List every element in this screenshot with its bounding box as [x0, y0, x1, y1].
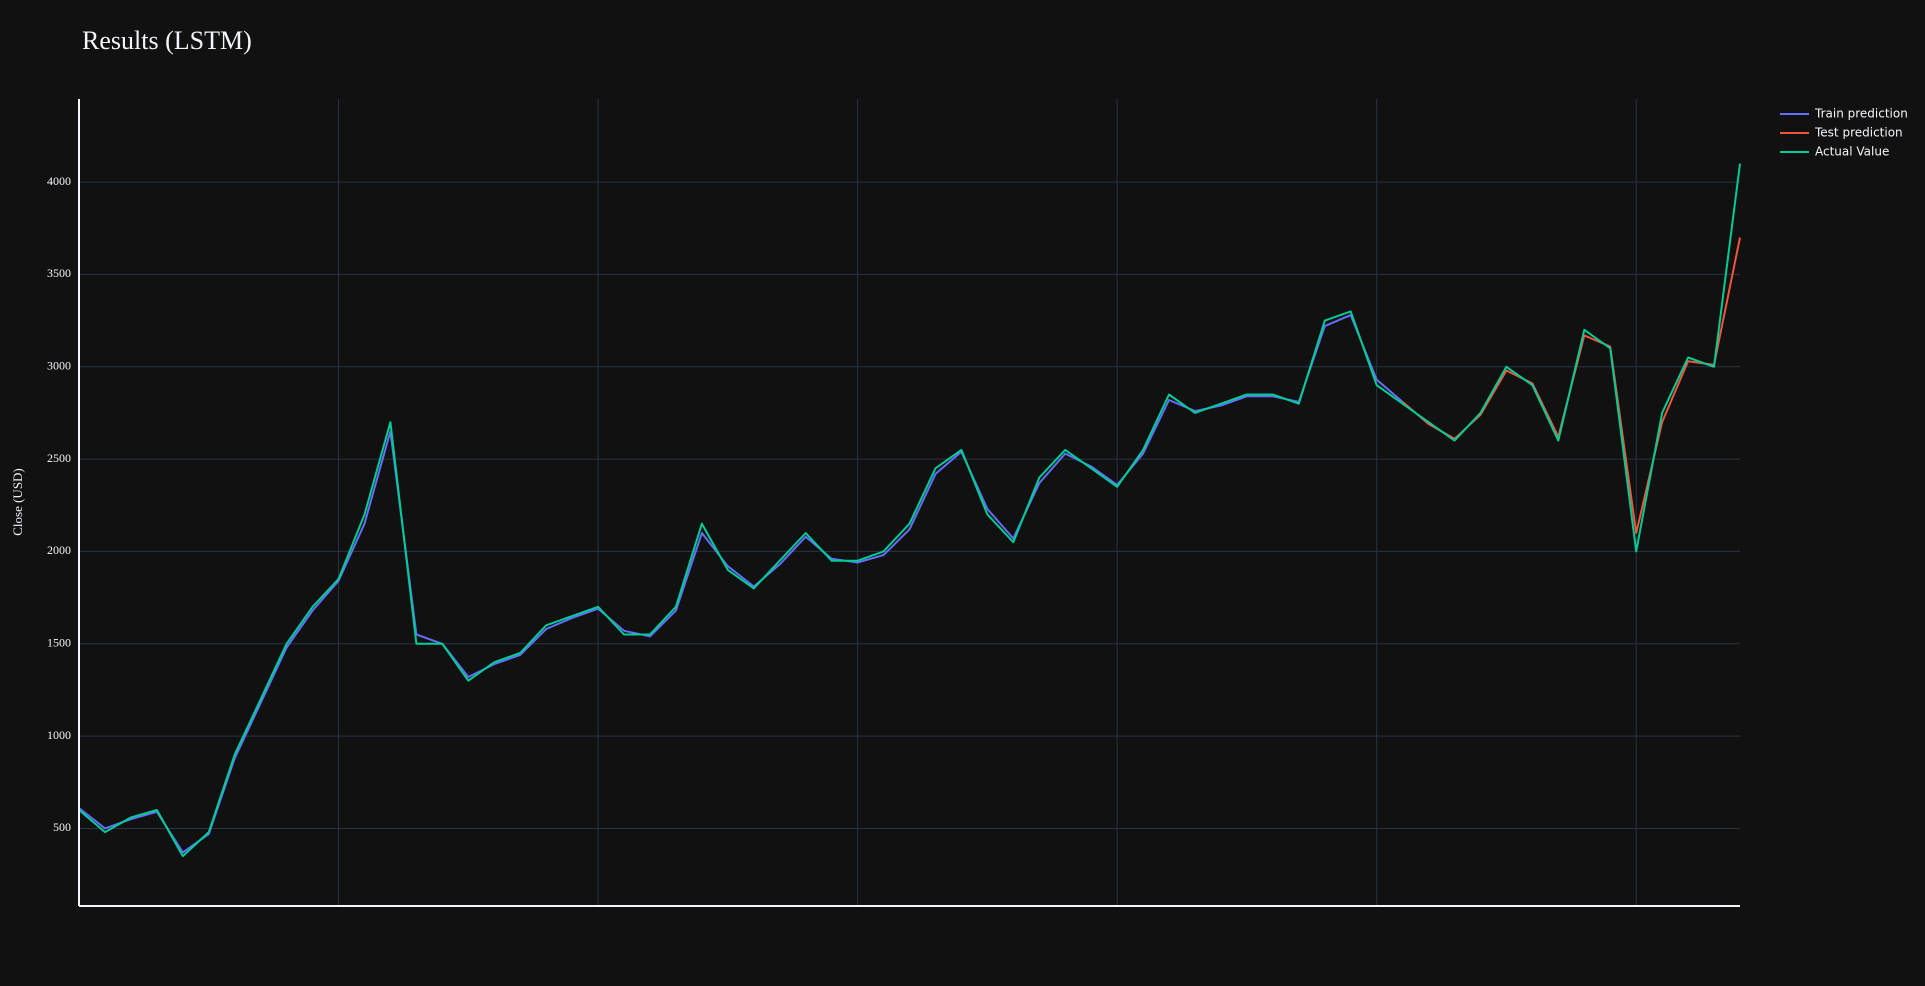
plot-area — [78, 163, 1741, 858]
y-tick-label: 2500 — [47, 451, 71, 465]
y-axis-title: Close (USD) — [10, 468, 25, 536]
chart-title: Results (LSTM) — [82, 26, 252, 55]
y-tick-label: 2000 — [47, 543, 71, 557]
legend-label: Test prediction — [1814, 126, 1903, 140]
axes: 500 1000 1500 2000 2500 3000 3500 4000 — [47, 99, 1740, 907]
y-tick-label: 1000 — [47, 728, 71, 742]
legend-label: Train prediction — [1814, 107, 1908, 121]
y-tick-label: 3500 — [47, 266, 71, 280]
series-line — [78, 314, 1404, 854]
legend: Train prediction Test prediction Actual Va… — [1780, 107, 1908, 159]
y-tick-label: 1500 — [47, 636, 71, 650]
y-tick-label: 4000 — [47, 174, 71, 188]
y-tick-label: 3000 — [47, 359, 71, 373]
series-line — [78, 163, 1741, 858]
legend-label: Actual Value — [1815, 145, 1889, 159]
y-tick-label: 500 — [53, 820, 71, 834]
grid — [79, 99, 1740, 906]
